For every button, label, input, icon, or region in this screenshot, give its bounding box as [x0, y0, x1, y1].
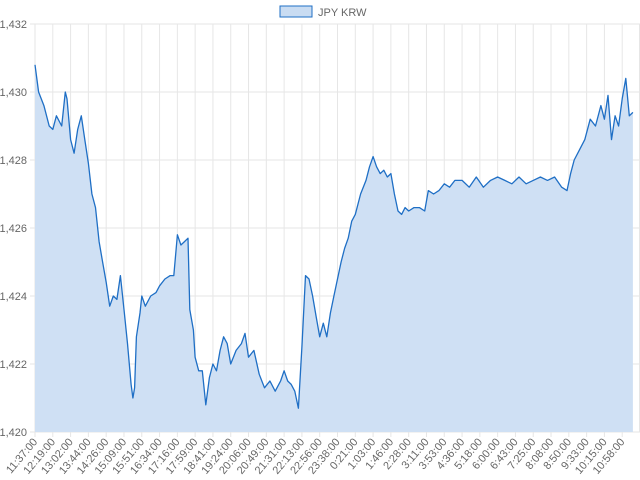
y-tick-label: 1,420 [0, 427, 27, 439]
legend-label: JPY KRW [318, 7, 367, 19]
legend-swatch [279, 5, 313, 18]
y-tick-label: 1,424 [0, 291, 27, 303]
y-tick-label: 1,430 [0, 87, 27, 99]
y-tick-label: 1,428 [0, 155, 27, 167]
y-tick-label: 1,432 [0, 19, 27, 31]
y-tick-label: 1,422 [0, 359, 27, 371]
series-area-fill [35, 64, 633, 433]
series-line [34, 64, 634, 409]
y-tick-label: 1,426 [0, 223, 27, 235]
